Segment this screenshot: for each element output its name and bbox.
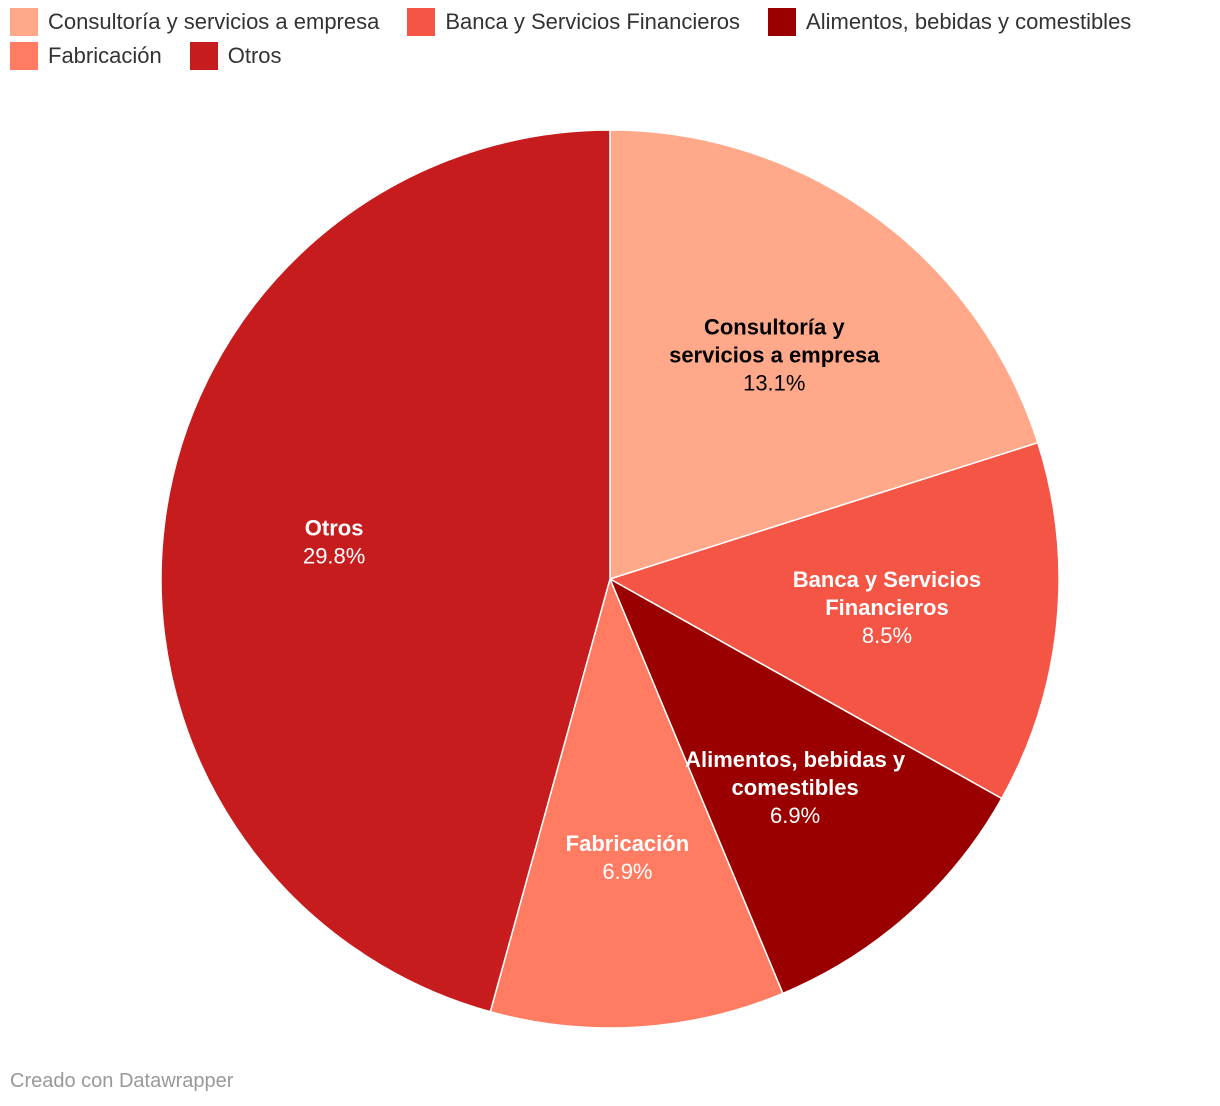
slice-label-name: comestibles (732, 775, 859, 800)
slice-label: Fabricación 6.9% (566, 831, 689, 884)
slice-label: Banca y Servicios Financieros 8.5% (793, 567, 981, 648)
slice-value-label: 6.9% (602, 859, 652, 884)
slice-label: Otros 29.8% (303, 516, 365, 569)
legend-label: Alimentos, bebidas y comestibles (806, 9, 1132, 34)
legend-swatch (768, 8, 797, 36)
chart-legend: Consultoría y servicios a empresa Banca y… (10, 8, 1215, 70)
slice-value-label: 29.8% (303, 544, 365, 569)
legend-swatch (407, 8, 436, 36)
slice-value-label: 6.9% (770, 803, 820, 828)
legend-label: Banca y Servicios Financieros (445, 9, 741, 34)
legend-label: Otros (227, 43, 282, 68)
slice-value-label: 8.5% (862, 623, 912, 648)
slice-label-name: Otros (305, 516, 364, 541)
slice-label-name: servicios a empresa (669, 342, 880, 367)
pie-slice (609, 578, 1003, 995)
pie-slice (609, 129, 1039, 580)
legend-item: Alimentos, bebidas y comestibles (768, 8, 1131, 36)
legend-item: Fabricación (10, 42, 162, 70)
slice-label-name: Fabricación (566, 831, 689, 856)
footer-credit: Creado con Datawrapper (10, 1070, 234, 1092)
slice-label-name: Alimentos, bebidas y (685, 747, 906, 772)
legend-swatch (10, 8, 38, 36)
slice-label: Alimentos, bebidas y comestibles 6.9% (685, 747, 906, 828)
legend-item: Banca y Servicios Financieros (407, 8, 740, 36)
slice-label-name: Financieros (825, 595, 948, 620)
legend-label: Fabricación (48, 43, 162, 68)
slice-label: Consultoría y servicios a empresa 13.1% (669, 314, 880, 395)
legend-item: Consultoría y servicios a empresa (10, 8, 379, 36)
slice-value-label: 13.1% (743, 370, 805, 395)
legend-swatch (10, 42, 38, 70)
slice-label-name: Banca y Servicios (793, 567, 981, 592)
legend-label: Consultoría y servicios a empresa (48, 9, 380, 34)
pie-slice (489, 578, 784, 1029)
pie-slice (609, 441, 1060, 800)
legend-item: Otros (189, 42, 282, 70)
slice-label-name: Consultoría y (704, 314, 845, 339)
legend-swatch (189, 42, 218, 70)
pie-slice (160, 129, 611, 1013)
